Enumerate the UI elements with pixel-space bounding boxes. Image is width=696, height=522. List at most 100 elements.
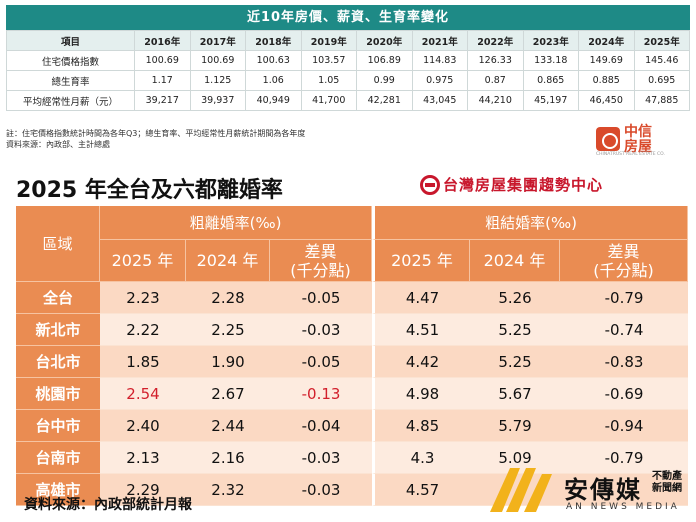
cell-value: 103.57	[300, 50, 357, 71]
marriage-diff-cell: -0.94	[560, 410, 689, 442]
top-header-year: 2017年	[189, 30, 246, 51]
marriage-diff-cell: -0.74	[560, 314, 689, 346]
housing-wage-fertility-table: 項目 2016年 2017年 2018年 2019年 2020年 2021年 2…	[6, 30, 690, 111]
cell-value: 114.83	[411, 50, 468, 71]
divorce-diff-cell: -0.03	[270, 442, 373, 474]
divorce-2025-header: 2025 年	[100, 240, 186, 282]
marriage-2025-cell: 4.57	[372, 474, 471, 506]
cell-value: 149.69	[578, 50, 635, 71]
cell-value: 1.125	[189, 70, 246, 91]
cell-value: 1.17	[134, 70, 191, 91]
divorce-2024-cell: 2.28	[186, 282, 270, 314]
divorce-2025-cell: 2.13	[100, 442, 186, 474]
table-row: 高雄市 2.29 2.32 -0.03 4.57	[16, 474, 689, 506]
region-cell: 台北市	[16, 346, 100, 378]
cell-value: 46,450	[578, 90, 635, 111]
an-news-logo-cn: 安傳媒	[564, 476, 642, 504]
region-cell: 台南市	[16, 442, 100, 474]
divorce-diff-cell: -0.03	[270, 314, 373, 346]
cell-value: 106.89	[356, 50, 413, 71]
top-header-year: 2024年	[578, 30, 635, 51]
region-cell: 全台	[16, 282, 100, 314]
taiwan-realty-brand-text: 台灣房屋集團趨勢中心	[443, 176, 604, 194]
top-header-year: 2018年	[245, 30, 302, 51]
divorce-diff-cell-highlight: -0.13	[270, 378, 373, 410]
chinatrust-logo-sub: CHINATRUST REAL ESTATE CO.	[596, 152, 665, 157]
top-table-header-row: 項目 2016年 2017年 2018年 2019年 2020年 2021年 2…	[6, 30, 690, 51]
cell-value: 145.46	[633, 50, 690, 71]
top-table-row: 總生育率 1.17 1.125 1.06 1.05 0.99 0.975 0.8…	[6, 70, 690, 91]
table-row: 台中市 2.40 2.44 -0.04 4.85 5.79 -0.94	[16, 410, 689, 442]
marriage-2025-header: 2025 年	[372, 240, 471, 282]
marriage-2024-cell: 5.67	[470, 378, 561, 410]
table-row: 全台 2.23 2.28 -0.05 4.47 5.26 -0.79	[16, 282, 689, 314]
divorce-2024-cell: 2.67	[186, 378, 270, 410]
divorce-2025-cell: 1.85	[100, 346, 186, 378]
top-table-row: 住宅價格指數 100.69 100.69 100.63 103.57 106.8…	[6, 50, 690, 71]
divorce-2025-cell: 2.40	[100, 410, 186, 442]
top-header-year: 2025年	[633, 30, 690, 51]
cell-value: 0.695	[633, 70, 690, 91]
an-news-logo-en: AN NEWS MEDIA	[566, 502, 680, 512]
cell-value: 40,949	[245, 90, 302, 111]
marriage-2025-cell: 4.51	[372, 314, 471, 346]
region-cell: 台中市	[16, 410, 100, 442]
top-table-title: 近10年房價、薪資、生育率變化	[6, 5, 690, 30]
cell-value: 100.69	[134, 50, 191, 71]
divorce-table-column-row: 2025 年 2024 年 差異 (千分點) 2025 年 2024 年 差異 (千…	[16, 240, 689, 282]
cell-value: 0.865	[522, 70, 579, 91]
divorce-2024-cell: 2.16	[186, 442, 270, 474]
marriage-diff-cell: -0.83	[560, 346, 689, 378]
cell-value: 1.06	[245, 70, 302, 91]
row-label: 住宅價格指數	[6, 50, 135, 71]
cell-value: 39,217	[134, 90, 191, 111]
an-news-media-logo: 安傳媒 不動產 新聞網 AN NEWS MEDIA	[486, 460, 696, 522]
divorce-diff-cell: -0.05	[270, 346, 373, 378]
row-label: 平均經常性月薪（元）	[6, 90, 135, 111]
chinatrust-logo-name: 中信房屋	[624, 124, 652, 155]
region-header: 區域	[16, 206, 100, 282]
divorce-rate-title: 2025 年全台及六都離婚率	[16, 178, 283, 203]
diff-header-line2: (千分點)	[593, 260, 654, 280]
housing-wage-fertility-panel: 近10年房價、薪資、生育率變化 項目 2016年 2017年 2018年 201…	[0, 0, 696, 160]
cell-value: 45,197	[522, 90, 579, 111]
cell-value: 0.975	[411, 70, 468, 91]
taiwan-realty-logo-icon	[420, 174, 440, 195]
marriage-2024-cell: 5.25	[470, 314, 561, 346]
divorce-2025-cell: 2.29	[100, 474, 186, 506]
marriage-2024-cell: 5.79	[470, 410, 561, 442]
marriage-diff-header: 差異 (千分點)	[560, 240, 689, 282]
top-header-year: 2022年	[467, 30, 524, 51]
divorce-2024-cell: 2.44	[186, 410, 270, 442]
divorce-diff-cell: -0.04	[270, 410, 373, 442]
top-header-year: 2023年	[522, 30, 579, 51]
cell-value: 133.18	[522, 50, 579, 71]
top-header-year: 2016年	[134, 30, 191, 51]
region-cell: 桃園市	[16, 378, 100, 410]
cell-value: 43,045	[411, 90, 468, 111]
marriage-2025-cell: 4.42	[372, 346, 471, 378]
top-note: 註：住宅價格指數統計時間為各年Q3；總生育率、平均經常性月薪統計期間為各年度	[6, 129, 306, 138]
divorce-table-group-row: 區域 粗離婚率(‰) 粗結婚率(‰)	[16, 206, 689, 282]
chinatrust-logo: 中信房屋 CHINATRUST REAL ESTATE CO.	[596, 125, 688, 157]
an-news-logo-cn-sub-1: 不動產	[652, 471, 682, 482]
top-table-row: 平均經常性月薪（元） 39,217 39,937 40,949 41,700 4…	[6, 90, 690, 111]
divorce-group-header: 粗離婚率(‰)	[100, 206, 373, 240]
diff-header-line1: 差異	[607, 241, 640, 261]
marriage-2025-cell: 4.47	[372, 282, 471, 314]
cell-value: 41,700	[300, 90, 357, 111]
marriage-2024-header: 2024 年	[470, 240, 561, 282]
divorce-2024-cell: 2.25	[186, 314, 270, 346]
table-row: 台北市 1.85 1.90 -0.05 4.42 5.25 -0.83	[16, 346, 689, 378]
taiwan-realty-brand: 台灣房屋集團趨勢中心	[420, 174, 603, 198]
divorce-diff-cell: -0.05	[270, 282, 373, 314]
divorce-2025-cell-highlight: 2.54	[100, 378, 186, 410]
divorce-diff-cell: -0.03	[270, 474, 373, 506]
region-cell: 高雄市	[16, 474, 100, 506]
table-row: 台南市 2.13 2.16 -0.03 4.3 5.09 -0.79	[16, 442, 689, 474]
cell-value: 42,281	[356, 90, 413, 111]
top-header-item: 項目	[6, 30, 135, 51]
cell-value: 0.99	[356, 70, 413, 91]
an-news-logo-cn-sub-2: 新聞網	[652, 483, 682, 494]
cell-value: 1.05	[300, 70, 357, 91]
